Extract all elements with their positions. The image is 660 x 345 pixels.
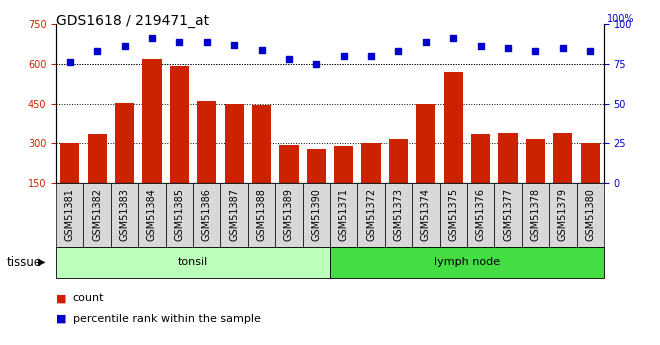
Bar	[143, 59, 162, 183]
Bar	[526, 139, 545, 183]
Bar	[307, 149, 326, 183]
Bar	[170, 67, 189, 183]
Text: 100%: 100%	[607, 14, 634, 24]
Text: GSM51372: GSM51372	[366, 188, 376, 241]
Text: GSM51374: GSM51374	[421, 188, 431, 241]
Text: GSM51375: GSM51375	[448, 188, 458, 241]
Bar	[553, 132, 572, 183]
Text: GSM51388: GSM51388	[257, 188, 267, 241]
Text: lymph node: lymph node	[434, 257, 500, 267]
Text: GSM51390: GSM51390	[312, 188, 321, 241]
Text: GSM51381: GSM51381	[65, 188, 75, 241]
Text: GSM51384: GSM51384	[147, 188, 157, 241]
Text: GSM51389: GSM51389	[284, 188, 294, 241]
Text: GSM51378: GSM51378	[531, 188, 541, 241]
Text: GDS1618 / 219471_at: GDS1618 / 219471_at	[56, 14, 209, 28]
Bar	[498, 132, 517, 183]
Text: tonsil: tonsil	[178, 257, 208, 267]
Text: GSM51376: GSM51376	[476, 188, 486, 241]
Bar	[88, 134, 107, 183]
Bar	[581, 142, 600, 183]
Text: GSM51379: GSM51379	[558, 188, 568, 241]
Bar	[60, 142, 79, 183]
Bar	[279, 145, 298, 183]
Text: ▶: ▶	[38, 257, 45, 267]
Bar	[471, 134, 490, 183]
Text: percentile rank within the sample: percentile rank within the sample	[73, 314, 261, 324]
Text: GSM51385: GSM51385	[174, 188, 184, 241]
Bar	[334, 146, 353, 183]
Bar	[444, 72, 463, 183]
Text: ■: ■	[56, 314, 67, 324]
Text: GSM51386: GSM51386	[202, 188, 212, 241]
Bar	[416, 104, 436, 183]
Text: tissue: tissue	[7, 256, 42, 269]
Text: GSM51371: GSM51371	[339, 188, 348, 241]
Bar	[252, 105, 271, 183]
Text: GSM51383: GSM51383	[119, 188, 129, 241]
Bar	[362, 142, 381, 183]
Text: count: count	[73, 294, 104, 303]
Bar	[197, 101, 216, 183]
Text: GSM51377: GSM51377	[503, 188, 513, 241]
Bar	[115, 103, 134, 183]
Text: ■: ■	[56, 294, 67, 303]
Text: GSM51387: GSM51387	[229, 188, 239, 241]
Text: GSM51380: GSM51380	[585, 188, 595, 241]
Bar	[389, 139, 408, 183]
Text: GSM51373: GSM51373	[393, 188, 403, 241]
Bar	[224, 104, 244, 183]
Text: GSM51382: GSM51382	[92, 188, 102, 241]
